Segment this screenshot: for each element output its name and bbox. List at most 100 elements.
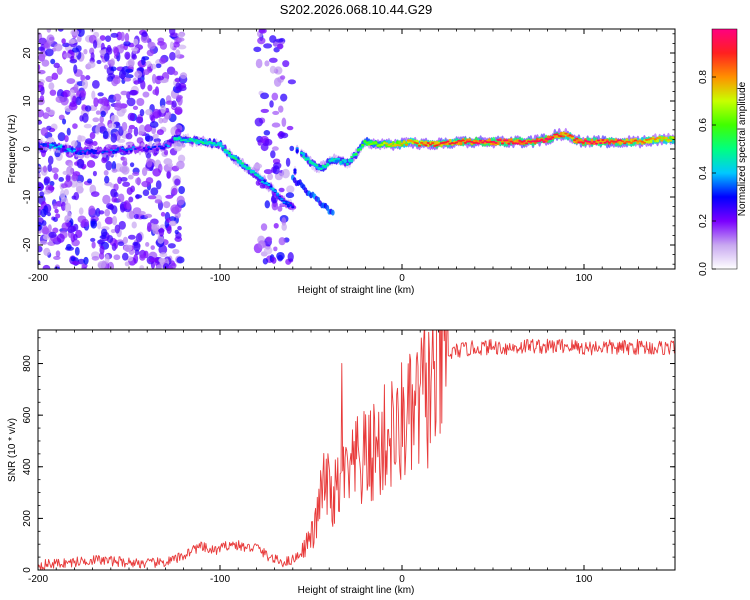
heatmap-noise-cell bbox=[131, 221, 137, 229]
heatmap-noise-cell bbox=[104, 208, 111, 217]
heatmap-noise-cell bbox=[147, 84, 153, 92]
heatmap-ridge-cell bbox=[492, 140, 496, 143]
heatmap-noise-cell bbox=[268, 57, 278, 63]
heatmap-ridge-cell bbox=[522, 140, 526, 142]
heatmap-ridge-cell bbox=[68, 149, 72, 152]
heatmap-ridge-cell bbox=[347, 158, 352, 161]
heatmap-noise-cell bbox=[141, 180, 150, 188]
heatmap-noise-cell bbox=[271, 122, 281, 128]
heatmap-noise-cell bbox=[158, 257, 166, 263]
heatmap-noise-cell bbox=[172, 41, 180, 48]
heatmap-noise-cell bbox=[72, 123, 78, 129]
heatmap-ridge-cell bbox=[223, 148, 227, 151]
heatmap-ridge-cell bbox=[601, 139, 605, 141]
heatmap-noise-cell bbox=[127, 127, 133, 134]
heatmap-noise-cell bbox=[92, 170, 97, 177]
heatmap-ridge-cell bbox=[354, 153, 358, 156]
heatmap-noise-cell bbox=[60, 201, 66, 212]
heatmap-noise-cell bbox=[57, 29, 64, 32]
heatmap-noise-cell bbox=[69, 38, 78, 44]
heatmap-noise-cell bbox=[170, 204, 180, 214]
heatmap-ridge-cell bbox=[496, 141, 500, 146]
heatmap-noise-cell bbox=[169, 220, 177, 227]
heatmap-noise-cell bbox=[57, 132, 66, 142]
y-tick-label: -20 bbox=[22, 237, 33, 252]
heatmap-noise-cell bbox=[66, 211, 72, 221]
heatmap-noise-cell bbox=[38, 120, 43, 125]
heatmap-noise-cell bbox=[39, 240, 48, 245]
heatmap-ridge-cell bbox=[321, 164, 325, 167]
heatmap-noise-cell bbox=[100, 42, 105, 52]
heatmap-ridge-cell bbox=[258, 176, 262, 179]
heatmap-noise-cell bbox=[142, 91, 150, 98]
heatmap-noise-cell bbox=[159, 57, 167, 64]
heatmap-noise-cell bbox=[282, 60, 290, 68]
heatmap-noise-cell bbox=[146, 157, 153, 168]
heatmap-noise-cell bbox=[38, 69, 46, 75]
heatmap-noise-cell bbox=[121, 165, 130, 175]
heatmap-noise-cell bbox=[117, 193, 125, 203]
heatmap-ridge-cell bbox=[614, 140, 618, 143]
spectrogram-heatmap bbox=[38, 29, 675, 269]
heatmap-ridge-cell bbox=[260, 180, 264, 183]
heatmap-noise-cell bbox=[103, 64, 109, 70]
heatmap-noise-cell bbox=[269, 65, 277, 74]
heatmap-noise-cell bbox=[178, 185, 185, 195]
heatmap-noise-cell bbox=[83, 256, 89, 265]
heatmap-noise-cell bbox=[126, 187, 133, 195]
heatmap-ridge-cell bbox=[369, 143, 374, 146]
colorbar-gradient bbox=[711, 28, 738, 270]
heatmap-noise-cell bbox=[132, 105, 139, 110]
heatmap-ridge-cell bbox=[147, 146, 151, 149]
heatmap-ridge-cell bbox=[247, 167, 251, 170]
colorbar: 0.0 0.2 0.4 0.6 0.8 Normalized spectral ampl… bbox=[698, 28, 748, 276]
heatmap-noise-cell bbox=[121, 252, 129, 261]
heatmap-ridge-cell bbox=[57, 146, 61, 151]
heatmap-ridge-cell bbox=[112, 151, 116, 154]
heatmap-noise-cell bbox=[89, 132, 96, 140]
heatmap-noise-cell bbox=[274, 66, 283, 75]
heatmap-noise-cell bbox=[42, 165, 48, 173]
heatmap-ridge-cell bbox=[306, 158, 310, 161]
heatmap-ridge-cell bbox=[319, 167, 323, 170]
heatmap-noise-cell bbox=[38, 109, 45, 118]
heatmap-noise-cell bbox=[85, 138, 93, 145]
heatmap-noise-cell bbox=[272, 110, 280, 115]
heatmap-noise-cell bbox=[90, 52, 95, 61]
heatmap-noise-cell bbox=[126, 201, 131, 210]
snr-x-axis-label: Height of straight line (km) bbox=[298, 585, 415, 596]
heatmap-noise-cell bbox=[81, 112, 89, 123]
heatmap-ridge-cell bbox=[542, 140, 546, 143]
heatmap-noise-cell bbox=[62, 89, 72, 98]
heatmap-noise-cell bbox=[127, 112, 135, 121]
heatmap-noise-cell bbox=[160, 105, 167, 114]
heatmap-ridge-cell bbox=[562, 135, 566, 138]
heatmap-noise-cell bbox=[145, 60, 152, 67]
heatmap-ridge-cell bbox=[190, 139, 194, 142]
heatmap-noise-cell bbox=[61, 38, 66, 44]
heatmap-ridge-cell bbox=[426, 142, 430, 144]
heatmap-ridge-cell bbox=[570, 135, 574, 138]
heatmap-ridge-cell bbox=[634, 139, 638, 142]
heatmap-ridge-cell bbox=[498, 139, 502, 142]
heatmap-noise-cell bbox=[267, 173, 274, 181]
heatmap-noise-cell bbox=[286, 185, 295, 194]
heatmap-noise-cell bbox=[136, 97, 145, 107]
heatmap-noise-cell bbox=[273, 222, 279, 229]
heatmap-ridge-cell bbox=[599, 142, 603, 145]
heatmap-noise-cell bbox=[260, 92, 270, 100]
heatmap-ridge-cell bbox=[411, 140, 415, 143]
heatmap-noise-cell bbox=[132, 171, 140, 176]
heatmap-noise-cell bbox=[176, 160, 185, 170]
heatmap-noise-cell bbox=[70, 55, 75, 62]
heatmap-noise-cell bbox=[131, 47, 139, 52]
heatmap-ridge-cell bbox=[581, 141, 585, 144]
heatmap-noise-cell bbox=[124, 261, 130, 267]
heatmap-ridge-cell bbox=[627, 140, 631, 143]
heatmap-noise-cell bbox=[97, 239, 105, 245]
heatmap-noise-cell bbox=[121, 121, 128, 132]
heatmap-ridge-cell bbox=[273, 190, 277, 193]
heatmap-noise-cell bbox=[54, 266, 61, 269]
heatmap-noise-cell bbox=[139, 265, 145, 269]
heatmap-noise-cell bbox=[44, 48, 54, 57]
